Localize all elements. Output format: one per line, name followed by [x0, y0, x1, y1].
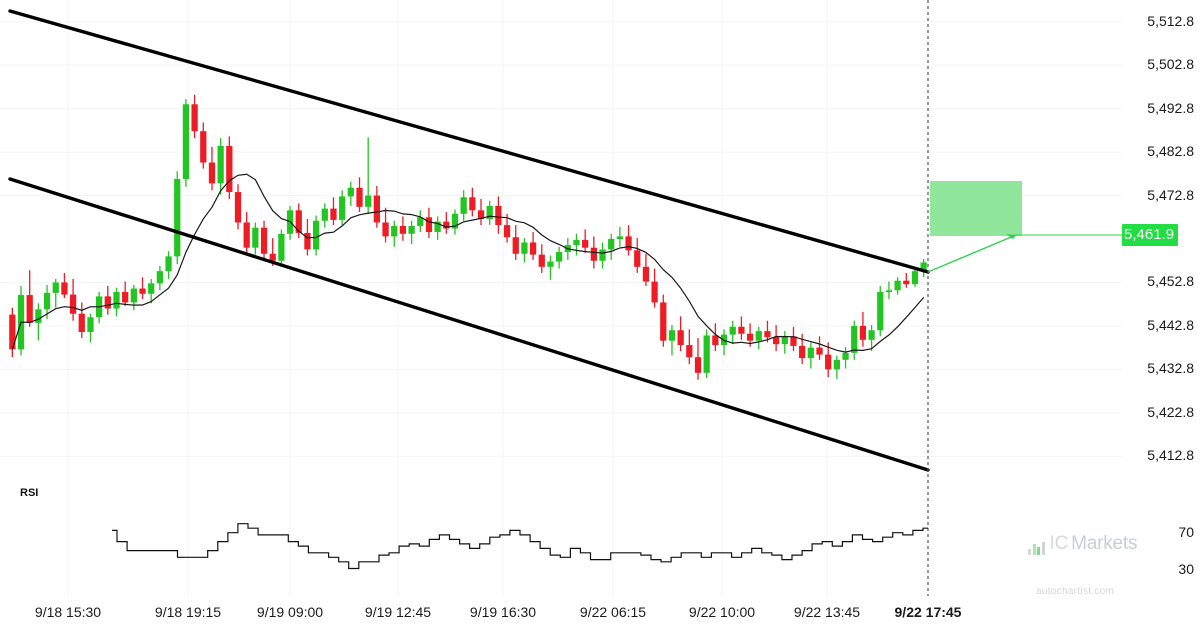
- x-axis-tick: 9/18 19:15: [154, 604, 222, 620]
- rsi-band-tick: 70: [1178, 524, 1194, 540]
- x-axis-tick: 9/19 09:00: [256, 604, 324, 620]
- logo-ic: IC: [1049, 533, 1069, 554]
- y-axis-tick: 5,482.8: [1147, 143, 1194, 160]
- rsi-line: [112, 523, 928, 570]
- ic-markets-logo: IC Markets: [1028, 533, 1137, 555]
- x-axis-tick: 9/22 10:00: [688, 604, 756, 620]
- y-axis-tick: 5,412.8: [1147, 447, 1194, 464]
- y-axis-tick: 5,432.8: [1147, 360, 1194, 377]
- x-axis-tick: 9/22 17:45: [894, 604, 962, 620]
- y-axis-tick: 5,512.8: [1147, 12, 1194, 29]
- rsi-band-tick: 30: [1178, 561, 1194, 577]
- trend-channel: [8, 9, 930, 472]
- autochartist-url: autochartist.com: [1036, 586, 1115, 597]
- forecast-projection: [927, 181, 1122, 273]
- y-axis-tick: 5,442.8: [1147, 316, 1194, 333]
- y-axis-tick: 5,492.8: [1147, 99, 1194, 116]
- y-axis-tick: 5,472.8: [1147, 186, 1194, 203]
- logo-markets: Markets: [1071, 533, 1138, 554]
- y-axis-tick: 5,452.8: [1147, 273, 1194, 290]
- moving-average-line: [11, 173, 925, 353]
- x-axis-tick: 9/19 16:30: [469, 604, 537, 620]
- bar-chart-icon: [1028, 541, 1045, 555]
- current-price-tag[interactable]: 5,461.9: [1122, 224, 1179, 246]
- x-axis-tick: 9/18 15:30: [34, 604, 102, 620]
- rsi-panel-title: RSI: [20, 487, 39, 499]
- x-axis-tick: 9/19 12:45: [364, 604, 432, 620]
- x-axis-tick: 9/22 06:15: [579, 604, 647, 620]
- x-axis-tick: 9/22 13:45: [793, 604, 861, 620]
- y-axis-tick: 5,502.8: [1147, 56, 1194, 73]
- y-axis-tick: 5,422.8: [1147, 403, 1194, 420]
- candlestick-series: [9, 94, 927, 380]
- gridlines: [0, 0, 1122, 596]
